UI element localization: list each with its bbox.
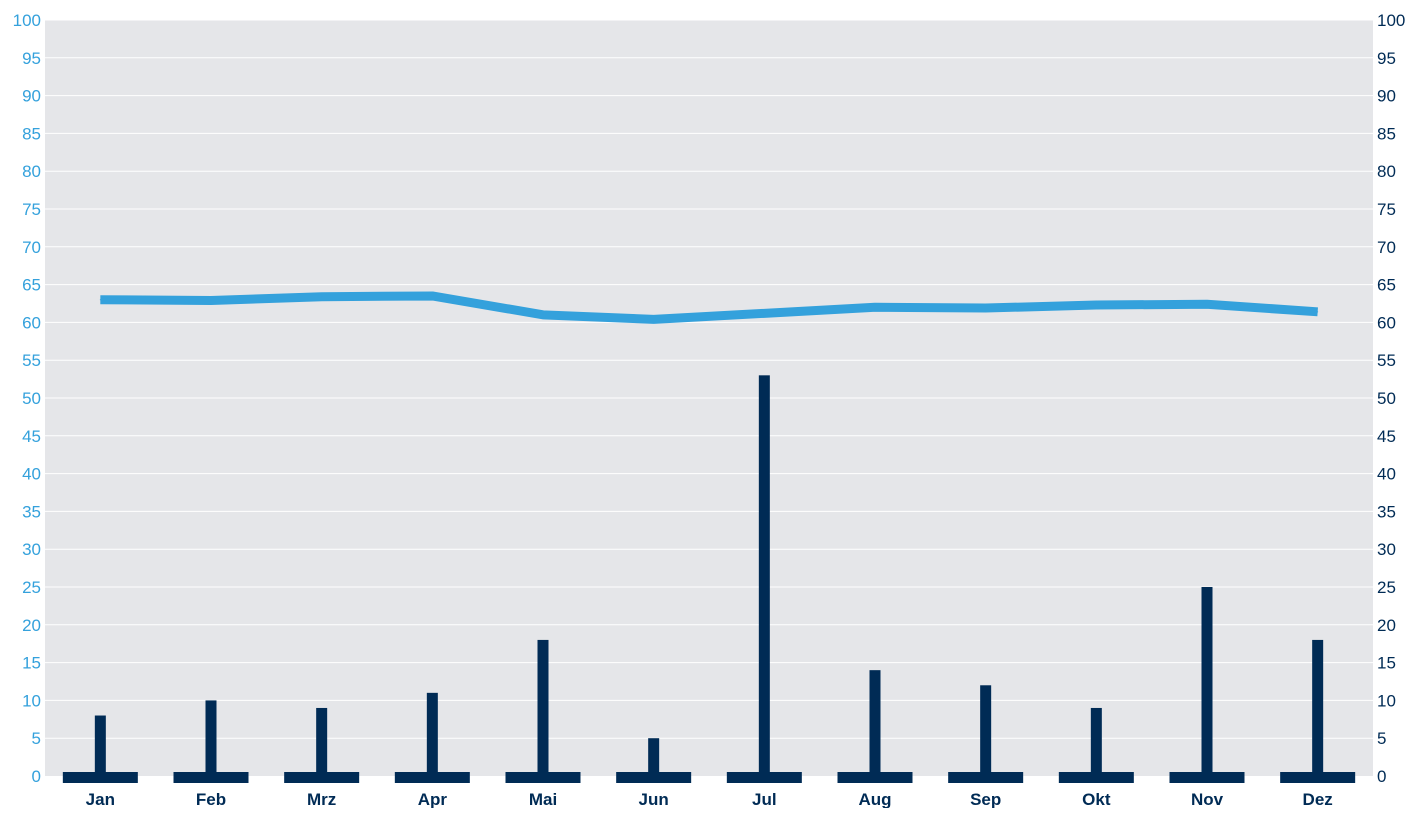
- right-tick-label: 40: [1377, 465, 1396, 484]
- right-tick-label: 35: [1377, 502, 1396, 521]
- bar-base: [1059, 772, 1134, 783]
- left-tick-label: 40: [22, 465, 41, 484]
- bar-jan: [95, 716, 106, 776]
- bar-aug: [870, 670, 881, 776]
- left-tick-label: 25: [22, 578, 41, 597]
- line-point-mrz: [321, 296, 322, 297]
- line-point-jul: [764, 313, 765, 314]
- left-tick-label: 35: [22, 502, 41, 521]
- right-tick-label: 55: [1377, 351, 1396, 370]
- bar-jul: [759, 375, 770, 776]
- x-tick-label: Nov: [1191, 790, 1224, 808]
- left-tick-label: 15: [22, 654, 41, 673]
- right-tick-label: 25: [1377, 578, 1396, 597]
- bar-base: [838, 772, 913, 783]
- x-tick-label: Jun: [639, 790, 669, 808]
- line-point-feb: [211, 300, 212, 301]
- left-tick-label: 45: [22, 427, 41, 446]
- x-tick-label: Mai: [529, 790, 557, 808]
- right-tick-label: 50: [1377, 389, 1396, 408]
- x-axis: Jan Feb Mrz Apr Mai Jun Jul Aug Sep Okt Nov Dez: [86, 790, 1333, 808]
- x-tick-label: Mrz: [307, 790, 336, 808]
- left-tick-label: 5: [32, 729, 41, 748]
- bar-base: [1280, 772, 1355, 783]
- right-tick-label: 80: [1377, 162, 1396, 181]
- line-point-aug: [875, 307, 876, 308]
- bar-base: [395, 772, 470, 783]
- bar-nov: [1202, 587, 1213, 776]
- x-tick-label: Jan: [86, 790, 115, 808]
- line-point-nov: [1207, 304, 1208, 305]
- left-tick-label: 70: [22, 238, 41, 257]
- bar-dez: [1312, 640, 1323, 776]
- left-tick-label: 20: [22, 616, 41, 635]
- right-tick-label: 15: [1377, 654, 1396, 673]
- left-tick-label: 75: [22, 200, 41, 219]
- bar-base: [506, 772, 581, 783]
- right-tick-label: 10: [1377, 691, 1396, 710]
- left-tick-label: 95: [22, 49, 41, 68]
- right-tick-label: 85: [1377, 124, 1396, 143]
- left-tick-label: 50: [22, 389, 41, 408]
- right-tick-label: 75: [1377, 200, 1396, 219]
- x-tick-label: Apr: [418, 790, 448, 808]
- right-tick-label: 5: [1377, 729, 1386, 748]
- bar-base: [174, 772, 249, 783]
- bar-base: [284, 772, 359, 783]
- bar-base: [63, 772, 138, 783]
- left-tick-label: 90: [22, 87, 41, 106]
- right-tick-label: 0: [1377, 767, 1386, 786]
- x-tick-label: Dez: [1303, 790, 1333, 808]
- bar-feb: [206, 700, 217, 776]
- line-point-dez: [1317, 311, 1318, 312]
- bar-base: [948, 772, 1023, 783]
- right-tick-label: 60: [1377, 313, 1396, 332]
- bar-okt: [1091, 708, 1102, 776]
- line-point-okt: [1096, 305, 1097, 306]
- bar-sep: [980, 685, 991, 776]
- line-point-jan: [100, 299, 101, 300]
- right-tick-label: 90: [1377, 87, 1396, 106]
- left-tick-label: 80: [22, 162, 41, 181]
- left-tick-label: 65: [22, 276, 41, 295]
- x-tick-label: Jul: [752, 790, 777, 808]
- right-tick-label: 95: [1377, 49, 1396, 68]
- right-tick-label: 70: [1377, 238, 1396, 257]
- bar-jun: [648, 738, 659, 776]
- left-tick-label: 55: [22, 351, 41, 370]
- line-point-apr: [432, 295, 433, 296]
- x-tick-label: Sep: [970, 790, 1001, 808]
- left-tick-label: 10: [22, 691, 41, 710]
- bar-base: [616, 772, 691, 783]
- right-tick-label: 20: [1377, 616, 1396, 635]
- line-point-mai: [543, 314, 544, 315]
- bar-mrz: [316, 708, 327, 776]
- line-point-jun: [653, 319, 654, 320]
- right-tick-label: 45: [1377, 427, 1396, 446]
- bar-base: [1170, 772, 1245, 783]
- left-axis: 0 5 10 15 20 25 30 35 40 45 50 55 60 65 70 75 80 85 90 95 10…: [13, 11, 41, 786]
- left-tick-label: 0: [32, 767, 41, 786]
- bar-apr: [427, 693, 438, 776]
- left-tick-label: 100: [13, 11, 41, 30]
- left-tick-label: 30: [22, 540, 41, 559]
- x-tick-label: Aug: [858, 790, 891, 808]
- right-axis: 0 5 10 15 20 25 30 35 40 45 50 55 60 65 70 75 80 85 90 95 10…: [1377, 11, 1405, 786]
- left-tick-label: 60: [22, 313, 41, 332]
- left-tick-label: 85: [22, 124, 41, 143]
- right-tick-label: 100: [1377, 11, 1405, 30]
- line-point-sep: [985, 308, 986, 309]
- x-tick-label: Okt: [1082, 790, 1111, 808]
- right-tick-label: 65: [1377, 276, 1396, 295]
- x-tick-label: Feb: [196, 790, 226, 808]
- bar-base: [727, 772, 802, 783]
- right-tick-label: 30: [1377, 540, 1396, 559]
- bar-mai: [538, 640, 549, 776]
